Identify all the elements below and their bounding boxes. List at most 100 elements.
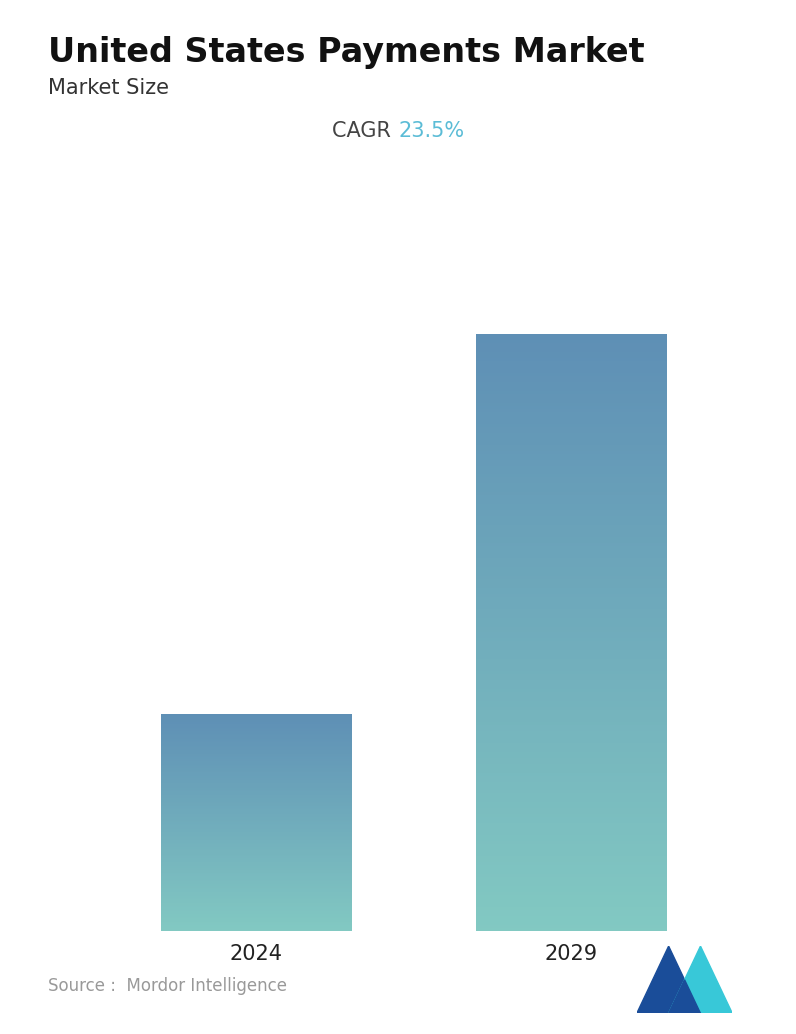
Bar [161,825,353,826]
Bar [475,769,667,772]
Bar [161,813,353,814]
Bar [475,585,667,587]
Bar [475,627,667,630]
Bar [475,921,667,924]
Bar [161,838,353,839]
Bar [161,842,353,843]
Bar [475,901,667,904]
Bar [475,587,667,590]
Bar [161,727,353,728]
Bar [161,758,353,759]
Bar [475,844,667,847]
Bar [161,895,353,896]
Bar [161,908,353,909]
Bar [475,492,667,495]
Bar [161,722,353,723]
Bar [475,868,667,871]
Bar [161,765,353,766]
Bar [161,873,353,874]
Bar [161,749,353,750]
Bar [161,799,353,800]
Bar [161,839,353,840]
Bar [475,454,667,457]
Bar [475,468,667,472]
Bar [475,376,667,379]
Bar [475,758,667,761]
Bar [161,923,353,924]
Bar [475,790,667,793]
Bar [161,805,353,807]
Text: 23.5%: 23.5% [398,121,464,141]
Bar [161,810,353,811]
Bar [161,828,353,829]
Bar [475,633,667,636]
Bar [161,754,353,755]
Bar [475,508,667,510]
Bar [475,859,667,862]
Bar [475,606,667,609]
Bar [161,917,353,918]
Bar [161,826,353,827]
Bar [475,842,667,844]
Bar [475,817,667,820]
Bar [161,777,353,778]
Bar [161,866,353,868]
Bar [161,738,353,739]
Bar [161,774,353,776]
Bar [475,531,667,535]
Bar [161,812,353,813]
Bar [161,918,353,920]
Bar [475,481,667,484]
Polygon shape [669,980,700,1013]
Bar [161,743,353,744]
Bar [161,888,353,889]
Bar [161,921,353,922]
Bar [161,823,353,824]
Bar [161,837,353,838]
Bar [475,665,667,668]
Bar [475,620,667,624]
Bar [475,805,667,809]
Bar [475,832,667,835]
Bar [161,764,353,765]
Bar [161,781,353,782]
Bar [161,788,353,789]
Bar [475,749,667,752]
Bar [475,716,667,719]
Bar [161,900,353,901]
Bar [475,576,667,579]
Bar [161,930,353,931]
Bar [161,716,353,717]
Bar [161,732,353,733]
Bar [475,535,667,537]
Bar [475,802,667,805]
Bar [161,726,353,727]
Bar [475,498,667,501]
Bar [475,668,667,671]
Bar [475,448,667,451]
Bar [161,827,353,828]
Bar [161,780,353,781]
Bar [475,692,667,695]
Bar [475,522,667,525]
Bar [475,418,667,421]
Bar [475,549,667,552]
Bar [475,898,667,901]
Bar [161,791,353,792]
Bar [161,719,353,720]
Bar [161,924,353,925]
Bar [161,902,353,903]
Bar [161,913,353,914]
Bar [475,701,667,704]
Bar [161,759,353,760]
Bar [475,894,667,898]
Bar [161,750,353,751]
Bar [161,880,353,881]
Bar [475,462,667,465]
Bar [475,543,667,546]
Bar [161,771,353,772]
Bar [161,889,353,890]
Bar [475,546,667,549]
Bar [475,916,667,918]
Bar [161,795,353,796]
